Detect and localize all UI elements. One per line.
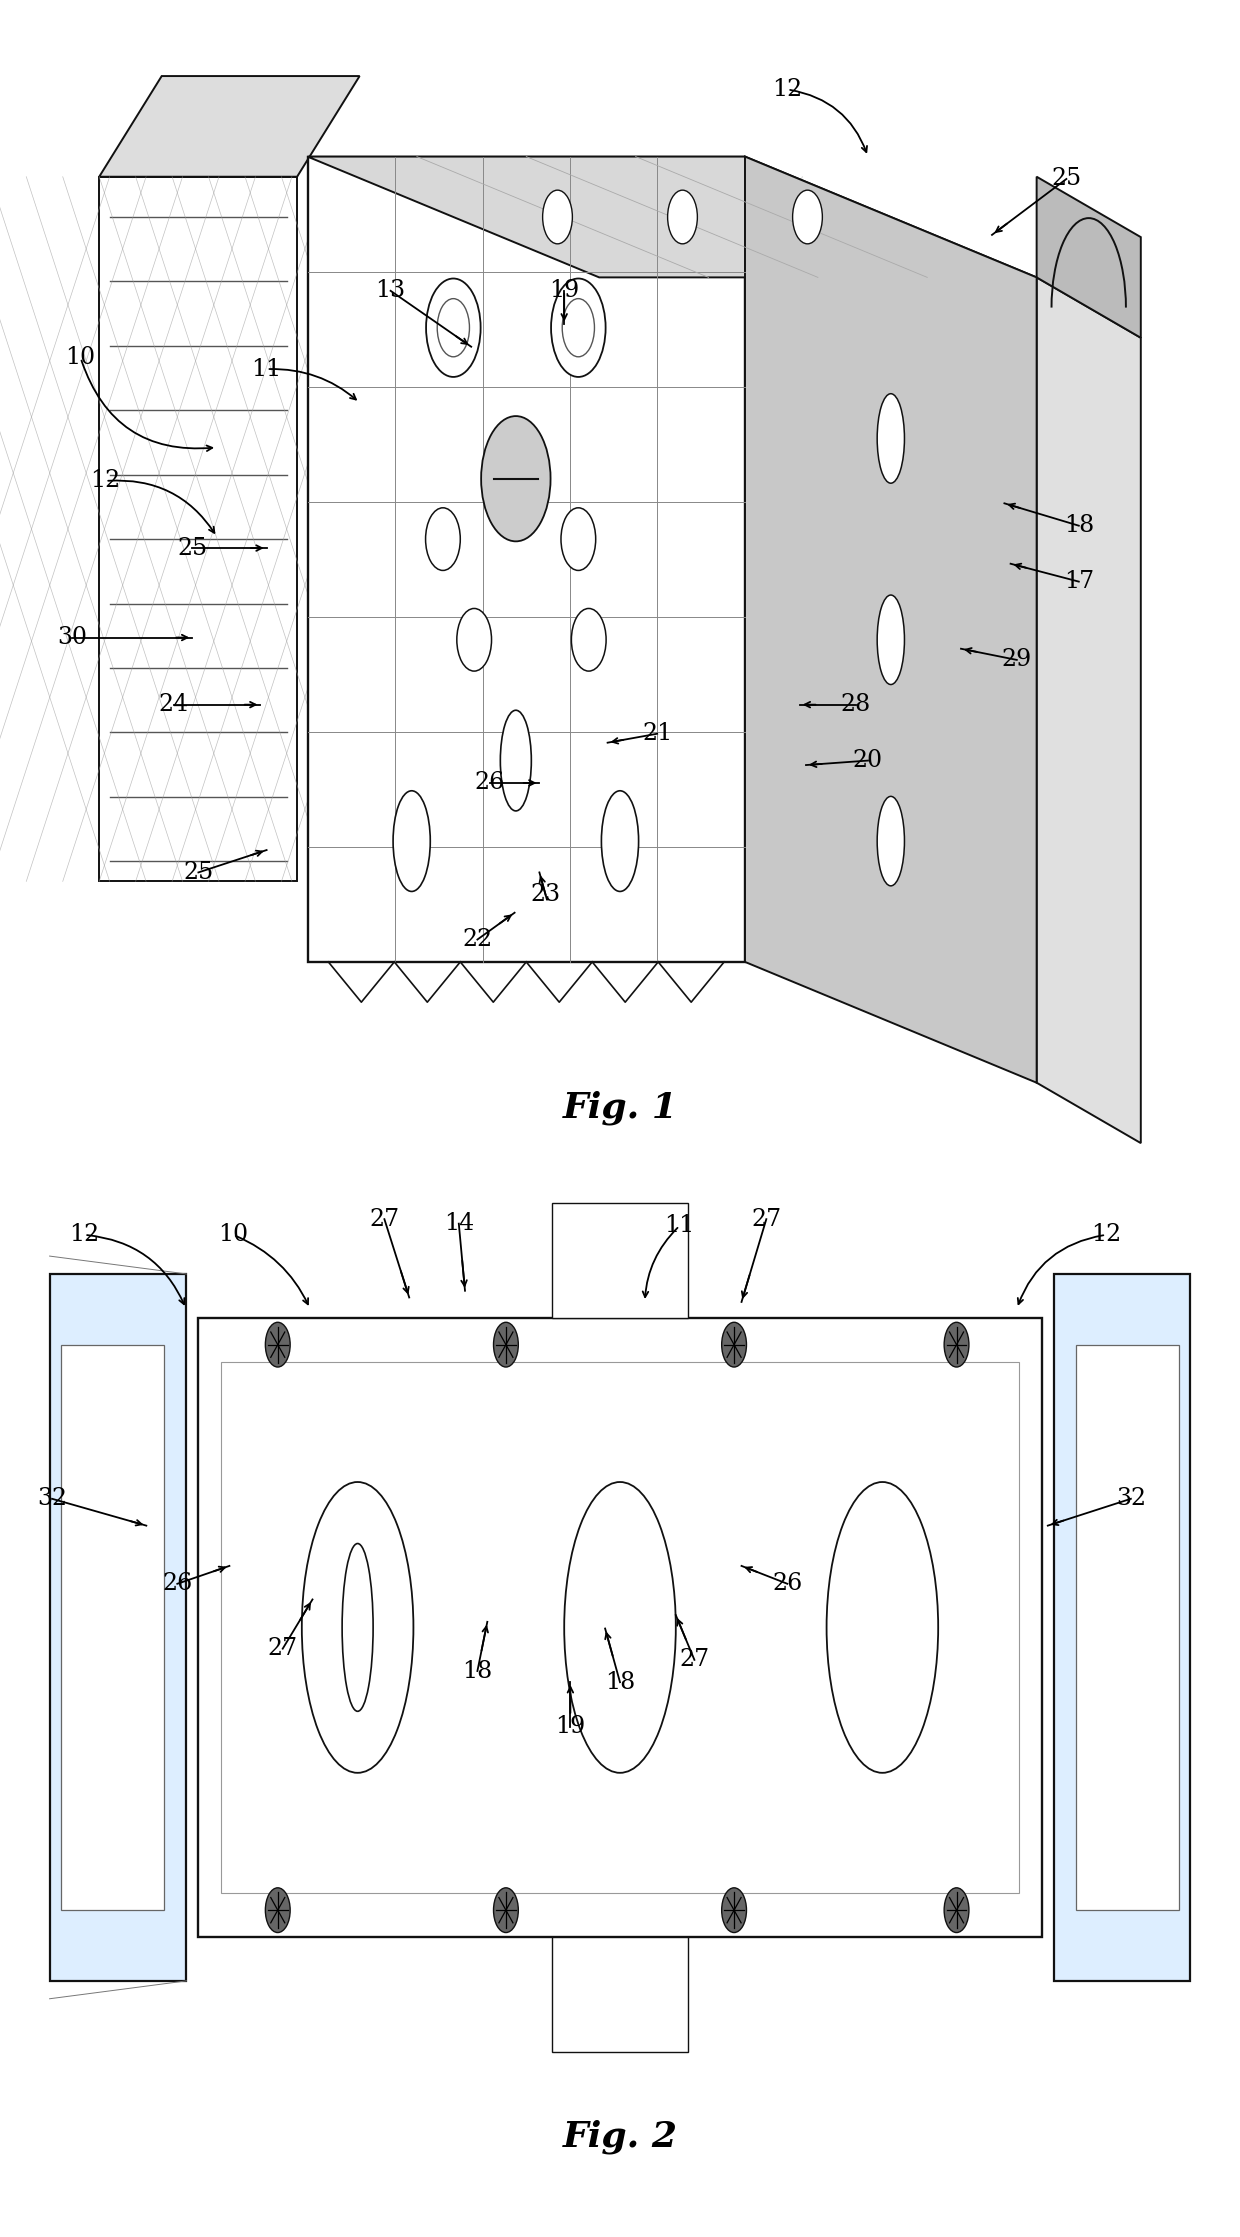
Circle shape: [551, 280, 605, 378]
Text: 12: 12: [773, 78, 802, 101]
Circle shape: [560, 508, 595, 570]
Polygon shape: [1037, 177, 1141, 338]
Circle shape: [562, 300, 594, 356]
Circle shape: [456, 608, 491, 671]
Ellipse shape: [564, 1483, 676, 1772]
Text: 27: 27: [268, 1637, 298, 1660]
Text: 30: 30: [57, 626, 87, 649]
Circle shape: [722, 1888, 746, 1933]
Circle shape: [425, 508, 460, 570]
Circle shape: [481, 416, 551, 541]
Circle shape: [494, 1322, 518, 1367]
Text: 27: 27: [370, 1208, 399, 1230]
Text: 32: 32: [37, 1488, 67, 1510]
Ellipse shape: [877, 796, 904, 886]
Text: 17: 17: [1064, 570, 1094, 593]
Text: 12: 12: [91, 470, 120, 492]
Text: 23: 23: [531, 884, 560, 906]
Polygon shape: [50, 1275, 186, 1982]
Ellipse shape: [501, 711, 532, 810]
Polygon shape: [198, 1318, 1042, 1937]
Text: 10: 10: [66, 347, 95, 369]
Circle shape: [494, 1888, 518, 1933]
Text: 21: 21: [642, 723, 672, 745]
Ellipse shape: [393, 792, 430, 890]
Circle shape: [265, 1322, 290, 1367]
Polygon shape: [552, 1204, 688, 1318]
Text: 25: 25: [177, 537, 207, 559]
Text: 18: 18: [1064, 515, 1094, 537]
Text: 14: 14: [444, 1212, 474, 1235]
Ellipse shape: [877, 595, 904, 685]
Ellipse shape: [301, 1483, 413, 1772]
Polygon shape: [99, 177, 298, 881]
Polygon shape: [99, 76, 360, 177]
Text: 32: 32: [1116, 1488, 1146, 1510]
Text: Fig. 1: Fig. 1: [563, 1089, 677, 1125]
Circle shape: [944, 1322, 968, 1367]
Text: 28: 28: [841, 693, 870, 716]
Text: 24: 24: [159, 693, 188, 716]
Text: 26: 26: [773, 1573, 802, 1595]
Circle shape: [427, 280, 481, 378]
Text: 20: 20: [853, 749, 883, 772]
Text: 25: 25: [1052, 168, 1081, 190]
Ellipse shape: [601, 792, 639, 890]
Text: 25: 25: [184, 861, 213, 884]
Ellipse shape: [877, 394, 904, 483]
Polygon shape: [745, 157, 1037, 1083]
Circle shape: [265, 1888, 290, 1933]
Circle shape: [543, 190, 573, 244]
Text: 12: 12: [1091, 1224, 1121, 1246]
Text: Fig. 2: Fig. 2: [563, 2118, 677, 2154]
Text: 26: 26: [162, 1573, 192, 1595]
Polygon shape: [61, 1344, 164, 1910]
Text: 22: 22: [463, 928, 492, 951]
Text: 29: 29: [1002, 649, 1032, 671]
Text: 27: 27: [680, 1649, 709, 1671]
Polygon shape: [552, 1937, 688, 2051]
Text: 11: 11: [665, 1215, 694, 1237]
Text: 18: 18: [605, 1671, 635, 1693]
Circle shape: [438, 300, 470, 356]
Circle shape: [667, 190, 697, 244]
Polygon shape: [308, 157, 745, 962]
Text: 11: 11: [252, 358, 281, 380]
Polygon shape: [1076, 1344, 1179, 1910]
Polygon shape: [1037, 277, 1141, 1143]
Polygon shape: [308, 157, 1037, 277]
Polygon shape: [1054, 1275, 1190, 1982]
Circle shape: [722, 1322, 746, 1367]
Text: 12: 12: [69, 1224, 99, 1246]
Text: 19: 19: [556, 1716, 585, 1738]
Circle shape: [792, 190, 822, 244]
Text: 26: 26: [475, 772, 505, 794]
Text: 27: 27: [751, 1208, 781, 1230]
Text: 19: 19: [549, 280, 579, 302]
Polygon shape: [221, 1362, 1019, 1893]
Text: 18: 18: [463, 1660, 492, 1682]
Circle shape: [944, 1888, 968, 1933]
Ellipse shape: [827, 1483, 939, 1772]
Circle shape: [572, 608, 606, 671]
Ellipse shape: [342, 1544, 373, 1711]
Text: 10: 10: [218, 1224, 248, 1246]
Text: 13: 13: [376, 280, 405, 302]
